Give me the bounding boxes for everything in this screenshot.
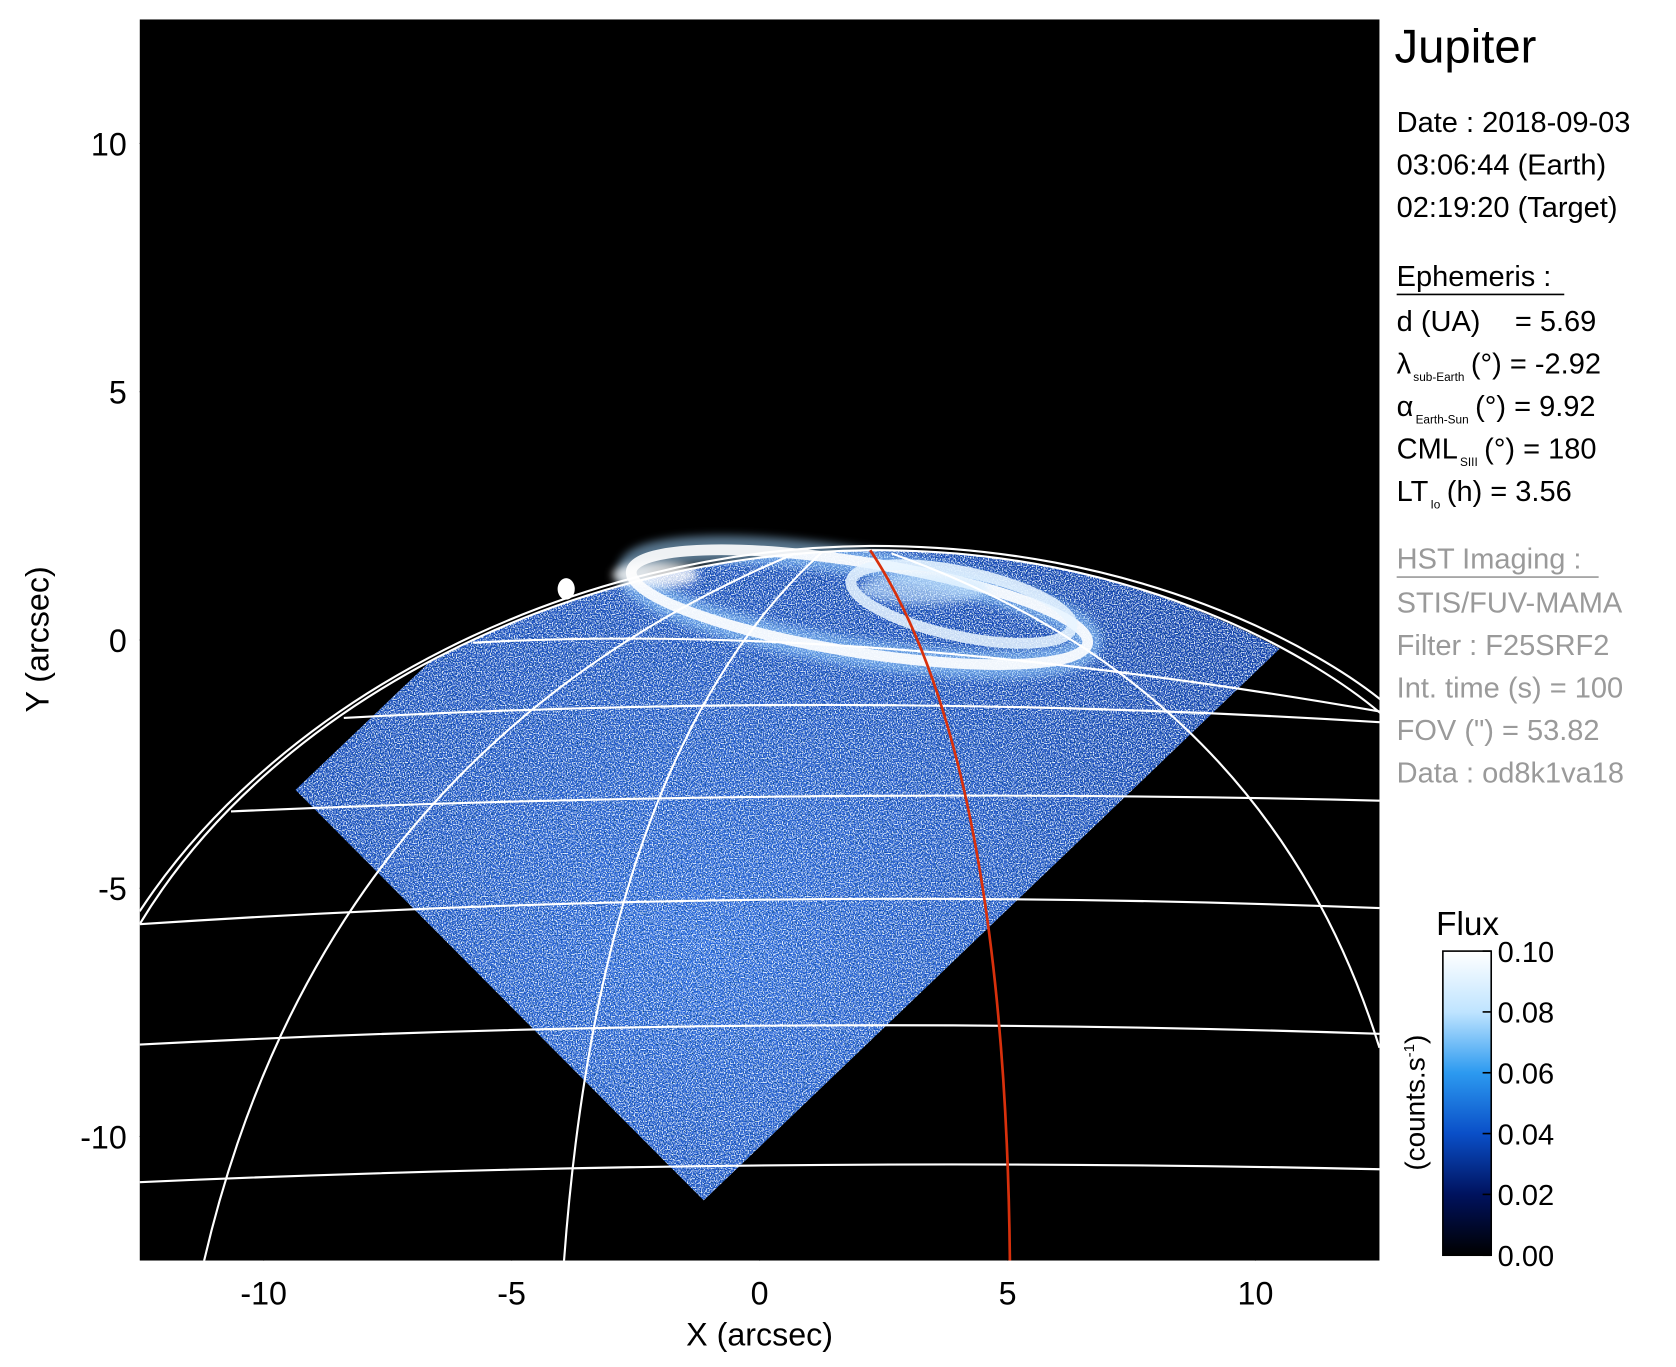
x-tick-label: -5 — [497, 1276, 526, 1312]
ephemeris-value: (°) = 180 — [1484, 433, 1596, 465]
colorbar-unit-close: ) — [1400, 1035, 1431, 1044]
hst-line: Data : od8k1va18 — [1397, 757, 1624, 789]
colorbar-unit: (counts.s-1) — [1400, 1035, 1431, 1171]
colorbar-unit-sup: -1 — [1401, 1044, 1418, 1057]
y-tick-label: 10 — [91, 126, 127, 162]
date-line: Date : 2018-09-03 — [1397, 107, 1631, 139]
plot-area — [139, 19, 1380, 1261]
y-tick-label: 5 — [109, 375, 127, 411]
colorbar-title: Flux — [1436, 906, 1499, 943]
ephemeris-line: CML SIII (°) = 180 — [1397, 433, 1597, 469]
ephemeris-line: α Earth-Sun (°) = 9.92 — [1397, 391, 1596, 427]
ephemeris-subscript: sub-Earth — [1413, 370, 1464, 384]
hst-line: Int. time (s) = 100 — [1397, 672, 1623, 704]
y-tick-label: 0 — [109, 623, 127, 659]
ephemeris-subscript: SIII — [1460, 455, 1478, 469]
x-axis-label: X (arcsec) — [686, 1317, 833, 1353]
colorbar-tick-label: 0.04 — [1498, 1119, 1554, 1151]
ephemeris-value: (°) = -2.92 — [1471, 348, 1601, 380]
ephemeris-symbol: λ — [1397, 348, 1412, 380]
date-line: 03:06:44 (Earth) — [1397, 150, 1607, 182]
colorbar-tick-label: 0.10 — [1498, 937, 1554, 969]
hst-line: STIS/FUV-MAMA — [1397, 588, 1623, 620]
x-tick-label: 0 — [751, 1276, 769, 1312]
colorbar-unit-text: (counts.s — [1400, 1057, 1431, 1170]
aurora — [557, 535, 1102, 679]
y-axis-label: Y (arcsec) — [19, 566, 55, 712]
y-tick-label: -5 — [98, 871, 127, 907]
ephemeris-line: d (UA) = 5.69 — [1397, 306, 1597, 338]
hst-heading: HST Imaging : — [1397, 544, 1582, 576]
y-tick-label: -10 — [80, 1119, 127, 1155]
ephemeris-subscript: Io — [1431, 497, 1441, 511]
x-tick-label: 5 — [999, 1276, 1017, 1312]
planet-grid — [139, 544, 1380, 1261]
date-line: 02:19:20 (Target) — [1397, 192, 1618, 224]
ephemeris-symbol: α — [1397, 391, 1414, 423]
hst-line: Filter : F25SRF2 — [1397, 630, 1610, 662]
central-meridian — [869, 549, 1012, 1261]
ephemeris-line: LT Io (h) = 3.56 — [1397, 476, 1572, 512]
colorbar-tick-label: 0.06 — [1498, 1058, 1554, 1090]
ephemeris-heading: Ephemeris : — [1397, 261, 1552, 293]
colorbar — [1442, 950, 1493, 1257]
x-tick-label: -10 — [240, 1276, 287, 1312]
colorbar-tick-label: 0.02 — [1498, 1180, 1554, 1212]
ephemeris-symbol: LT — [1397, 476, 1429, 508]
hst-line: FOV (") = 53.82 — [1397, 715, 1600, 747]
ephemeris-value: (°) = 9.92 — [1475, 391, 1595, 423]
ephemeris-line: λ sub-Earth (°) = -2.92 — [1397, 348, 1601, 384]
ephemeris-value: = 5.69 — [1515, 306, 1596, 338]
ephemeris-subscript: Earth-Sun — [1416, 412, 1469, 426]
ephemeris-symbol: d (UA) — [1397, 306, 1481, 338]
info-title: Jupiter — [1395, 20, 1537, 73]
colorbar-tick-label: 0.00 — [1498, 1241, 1554, 1273]
info-panel: Jupiter Date : 2018-09-03 03:06:44 (Earth… — [1395, 20, 1631, 789]
ephemeris-symbol: CML — [1397, 433, 1458, 465]
ephemeris-value: (h) = 3.56 — [1447, 476, 1572, 508]
colorbar-tick-label: 0.08 — [1498, 998, 1554, 1030]
x-tick-label: 10 — [1238, 1276, 1274, 1312]
